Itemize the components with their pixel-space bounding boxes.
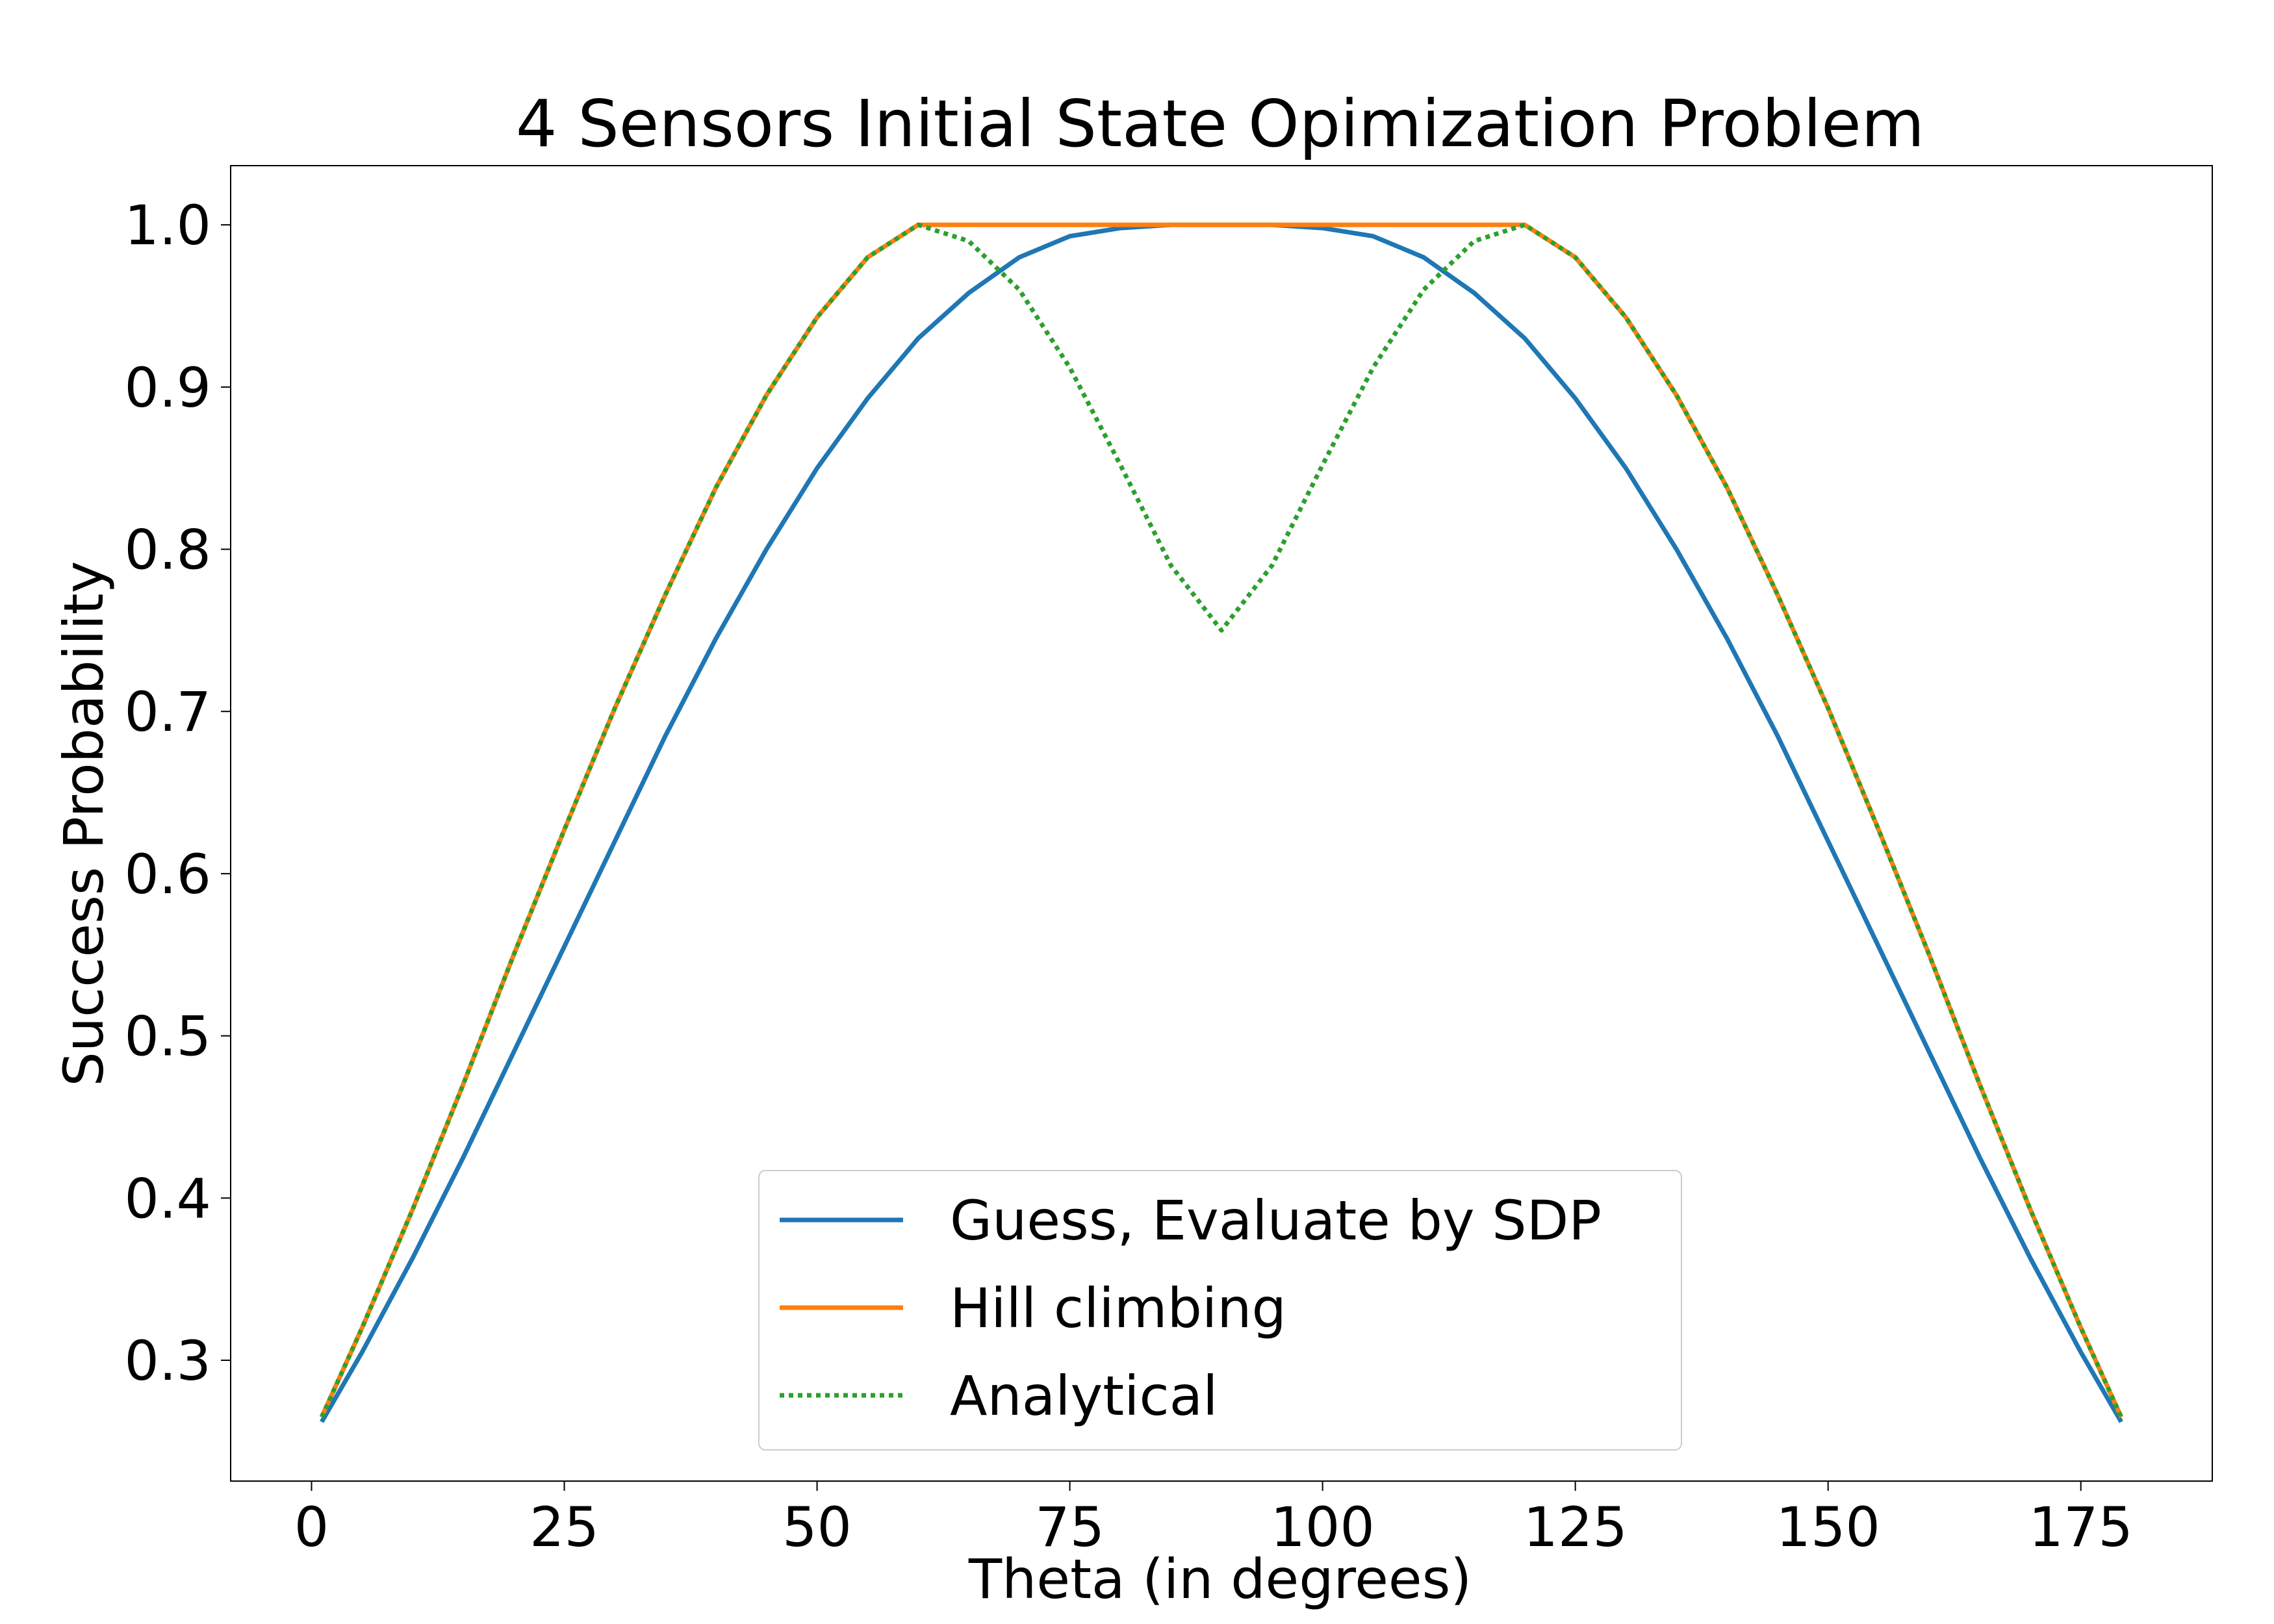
- x-tick-label: 125: [1523, 1495, 1627, 1559]
- y-axis-label: Success Probability: [52, 561, 116, 1087]
- x-tick-label: 0: [294, 1495, 329, 1559]
- y-tick-label: 0.9: [124, 356, 211, 420]
- x-tick-label: 175: [2029, 1495, 2133, 1559]
- y-tick-label: 0.6: [124, 843, 211, 906]
- x-tick-label: 50: [782, 1495, 852, 1559]
- x-tick-label: 25: [530, 1495, 599, 1559]
- legend: Guess, Evaluate by SDP Hill climbing Ana…: [759, 1171, 1681, 1450]
- y-tick-label: 0.8: [124, 518, 211, 582]
- y-tick-label: 0.3: [124, 1329, 211, 1393]
- x-axis-label: Theta (in degrees): [968, 1547, 1472, 1611]
- y-tick-label: 1.0: [124, 194, 211, 257]
- y-tick-label: 0.4: [124, 1167, 211, 1230]
- chart-title: 4 Sensors Initial State Opimization Prob…: [516, 86, 1924, 162]
- y-tick-label: 0.7: [124, 680, 211, 744]
- legend-label-analytical: Analytical: [950, 1364, 1218, 1428]
- x-tick-label: 150: [1776, 1495, 1880, 1559]
- legend-label-hill-climbing: Hill climbing: [950, 1276, 1286, 1340]
- legend-label-guess: Guess, Evaluate by SDP: [950, 1189, 1602, 1252]
- y-tick-label: 0.5: [124, 1005, 211, 1069]
